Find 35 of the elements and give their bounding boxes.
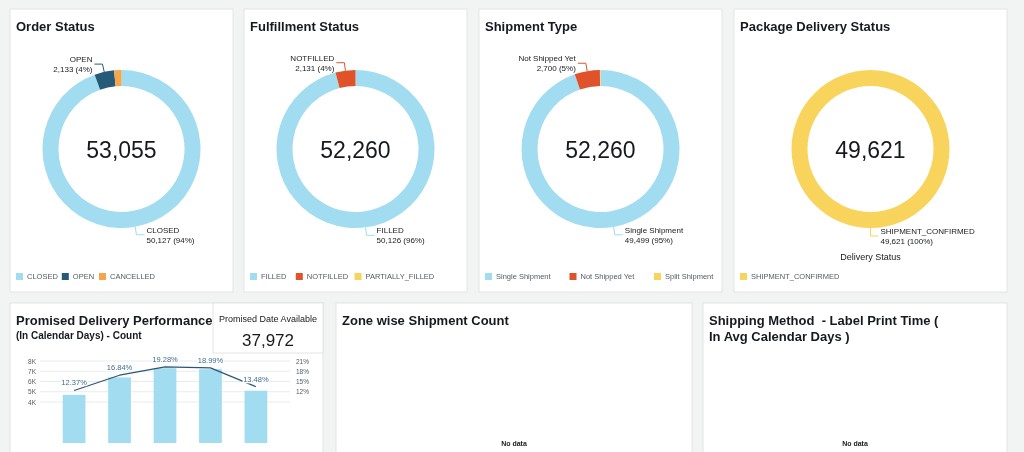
data-label: 2,131 (4%) bbox=[295, 63, 335, 73]
chart-title: Order Status bbox=[16, 19, 95, 34]
chart-title: Fulfillment Status bbox=[250, 19, 360, 34]
slice-label: OPEN bbox=[69, 55, 93, 65]
text: Promised Date Available bbox=[219, 314, 317, 324]
text: Shipping Method - Label Print Time ( In Avg Calendar Days ) bbox=[709, 313, 940, 344]
bar bbox=[153, 368, 177, 443]
slice-label: NOTFILLED bbox=[290, 53, 335, 63]
data-label: 2,700 (5%) bbox=[536, 64, 577, 74]
slice-label: CLOSED bbox=[146, 225, 180, 235]
data-label: 50,126 (96%) bbox=[376, 236, 425, 246]
chart-title: Promised Delivery Performance bbox=[16, 313, 213, 328]
text: 53,055 bbox=[86, 137, 157, 163]
bar bbox=[199, 369, 222, 443]
slice-label: FILLED bbox=[376, 226, 404, 236]
donut-slice bbox=[114, 70, 122, 87]
text: 52,260 bbox=[565, 137, 636, 163]
chart-title: Shipment Type bbox=[485, 19, 578, 34]
text: Zone wise Shipment Count bbox=[342, 313, 510, 328]
slice-label: Single Shipment bbox=[624, 225, 684, 235]
text: Delivery Status bbox=[840, 252, 902, 262]
slice-label: SHIPMENT_CONFIRMED bbox=[880, 227, 975, 236]
data-label: 49,499 (95%) bbox=[624, 235, 674, 245]
bar bbox=[108, 377, 131, 443]
data-label: 49,621 (100%) bbox=[880, 237, 934, 246]
chart-subtitle: (In Calendar Days) - Count bbox=[16, 330, 143, 341]
slice-label: Not Shipped Yet bbox=[518, 54, 577, 64]
data-label: 2,133 (4%) bbox=[53, 65, 93, 75]
bar bbox=[62, 394, 86, 443]
bar bbox=[244, 390, 268, 443]
text: 52,260 bbox=[320, 137, 391, 163]
text: 37,972 bbox=[242, 331, 294, 350]
text: 49,621 bbox=[835, 137, 906, 163]
chart-title: Package Delivery Status bbox=[740, 19, 891, 34]
data-label: 50,127 (94%) bbox=[146, 235, 195, 245]
